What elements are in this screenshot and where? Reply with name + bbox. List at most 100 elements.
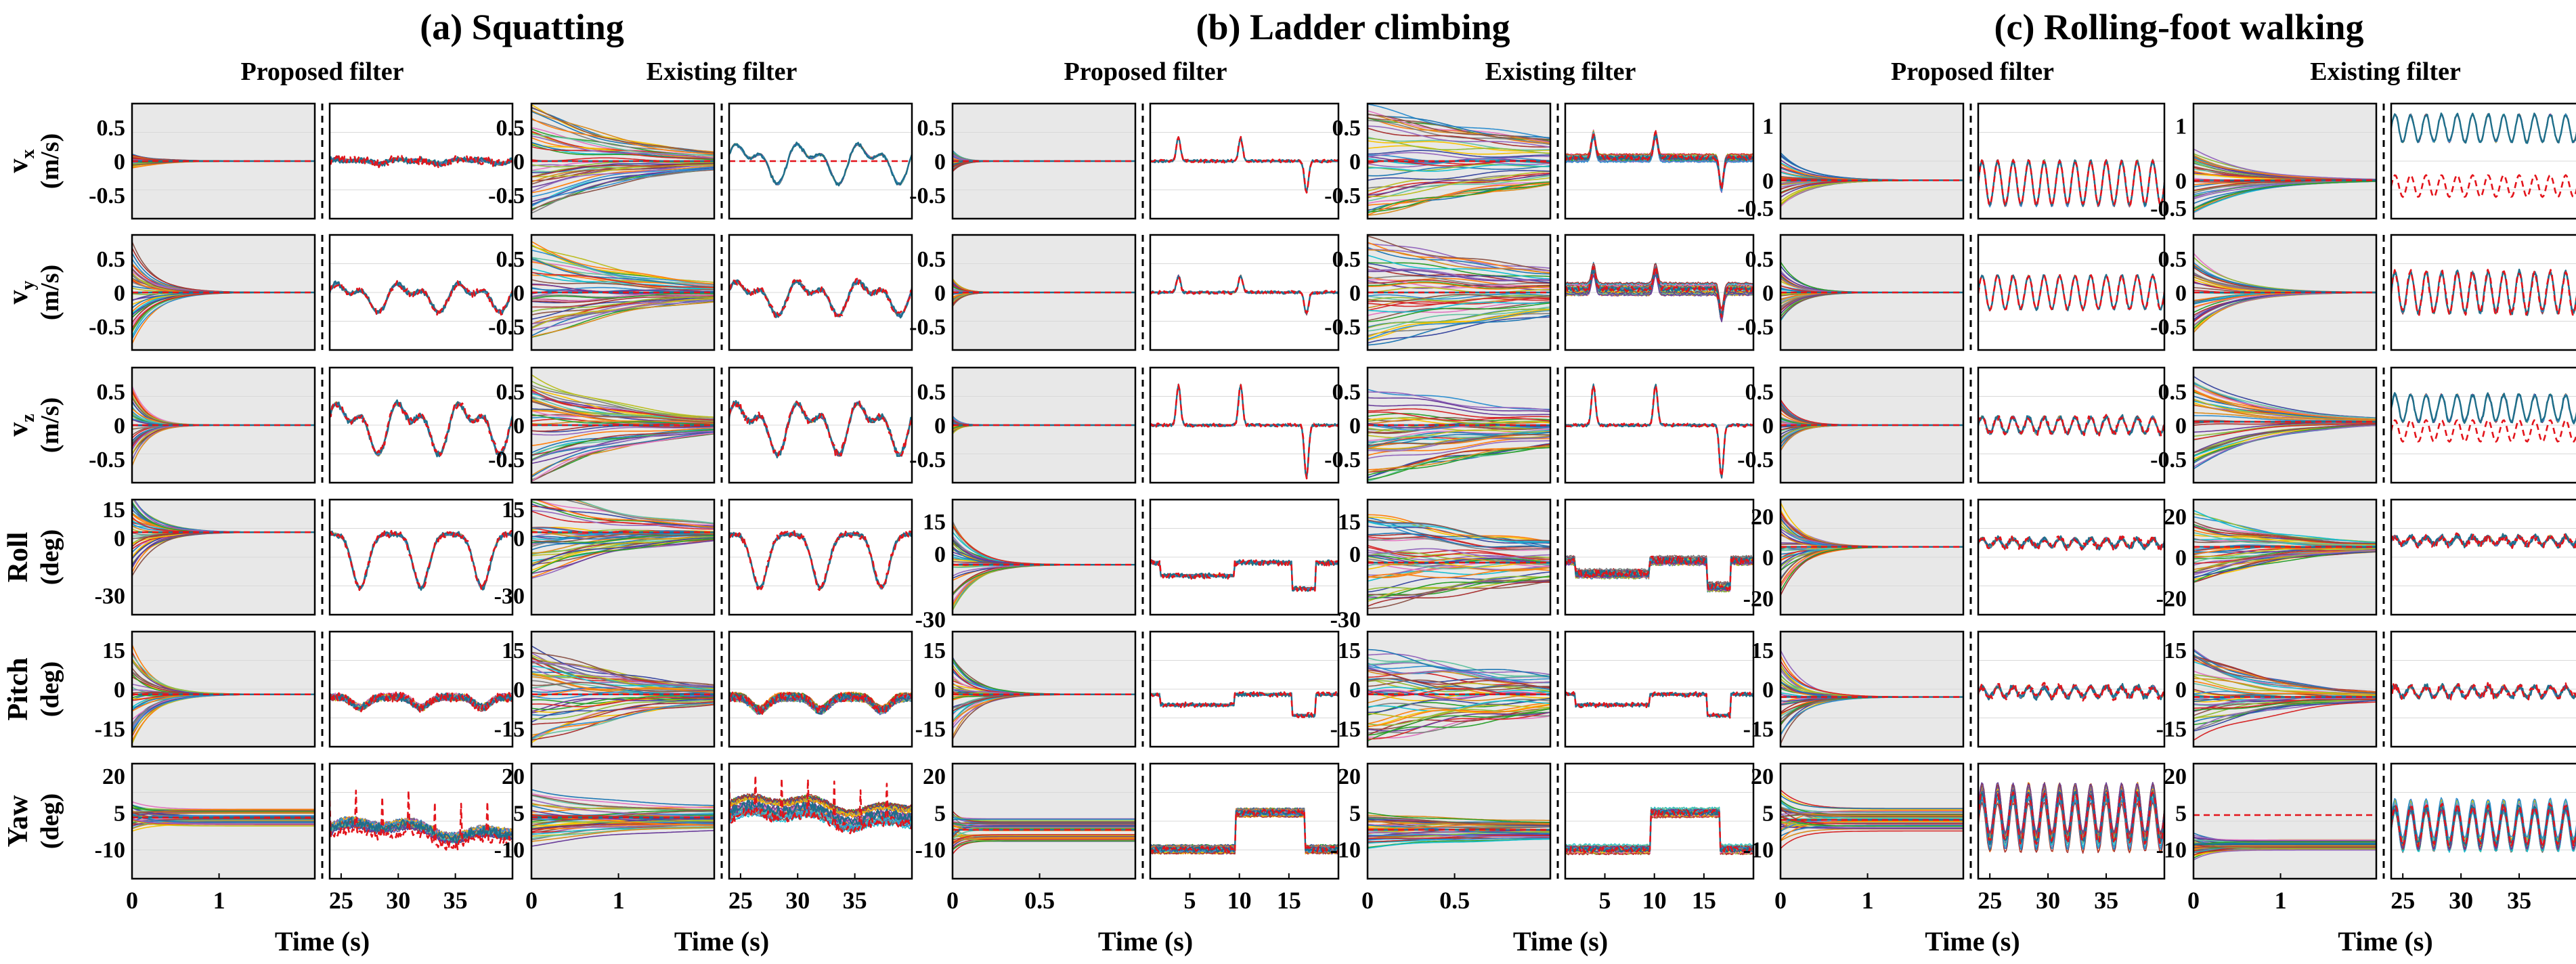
x-tick-label: 10 [1227, 887, 1252, 914]
y-tick-label: -15 [95, 717, 125, 742]
full-panel [2391, 104, 2576, 219]
x-tick-label: 0 [126, 887, 138, 914]
y-tick-label: 5 [114, 801, 125, 826]
y-tick-label: 0.5 [917, 247, 946, 272]
zoom-panel [953, 632, 1135, 747]
x-axis-label: Time (s) [674, 926, 769, 957]
y-tick-label: 15 [102, 638, 125, 663]
full-panel [729, 764, 912, 879]
y-tick-label: 15 [923, 638, 946, 663]
column-title: Proposed filter [1064, 58, 1227, 86]
y-tick-label: 5 [2175, 801, 2187, 826]
zoom-panel [132, 764, 315, 879]
row-label: vx(m/s) [3, 133, 64, 189]
zoom-panel [132, 632, 315, 747]
x-tick-label: 10 [1642, 887, 1667, 914]
y-tick-label: 0 [2175, 281, 2187, 306]
x-axis-label: Time (s) [1513, 926, 1608, 957]
y-tick-label: 0 [934, 542, 946, 567]
x-tick-label: 0 [1774, 887, 1787, 914]
y-tick-label: 0 [114, 678, 125, 703]
y-tick-label: -0.5 [2150, 315, 2187, 340]
zoom-panel [132, 368, 315, 483]
full-panel [1565, 368, 1753, 483]
y-tick-label: 0 [1349, 414, 1361, 439]
zoom-panel [1781, 632, 1963, 747]
ensemble-line [953, 819, 1135, 820]
y-tick-label: -0.5 [1324, 315, 1361, 340]
row-label: Pitch(deg) [3, 657, 64, 720]
y-tick-label: 0 [1349, 678, 1361, 703]
y-tick-label: 20 [1751, 504, 1774, 529]
y-tick-label: -15 [1743, 717, 1774, 742]
full-panel [1150, 500, 1338, 615]
x-tick-label: 30 [2036, 887, 2060, 914]
y-tick-label: 0 [934, 281, 946, 306]
column-title: Existing filter [1485, 58, 1636, 86]
zoom-panel [2193, 500, 2376, 615]
y-tick-label: -30 [915, 607, 946, 632]
y-tick-label: 0 [1762, 281, 1774, 306]
x-tick-label: 1 [613, 887, 625, 914]
zoom-panel [531, 488, 714, 615]
y-tick-label: 0 [1349, 150, 1361, 175]
x-tick-label: 30 [785, 887, 810, 914]
y-tick-label: 0 [934, 414, 946, 439]
x-tick-label: 25 [728, 887, 753, 914]
zoom-panel [132, 235, 315, 350]
y-tick-label: 0.5 [1332, 380, 1361, 405]
y-tick-label: 0 [1349, 281, 1361, 306]
zoom-panel [531, 104, 714, 219]
full-panel [1978, 500, 2164, 615]
y-tick-label: 15 [923, 510, 946, 535]
row-label: vz(m/s) [3, 397, 64, 453]
row-label: vy(m/s) [3, 265, 64, 320]
x-tick-label: 1 [213, 887, 225, 914]
full-panel [330, 632, 512, 747]
x-tick-label: 35 [2507, 887, 2531, 914]
y-tick-label: 0 [1762, 678, 1774, 703]
full-panel [1565, 500, 1753, 615]
full-panel [2391, 368, 2576, 483]
x-tick-label: 35 [843, 887, 867, 914]
zoom-panel [1368, 368, 1550, 483]
y-tick-label: 0.5 [917, 380, 946, 405]
zoom-panel [953, 368, 1135, 483]
y-tick-label: 0.5 [97, 247, 126, 272]
row-label-unit: (deg) [36, 793, 64, 849]
x-tick-label: 15 [1277, 887, 1301, 914]
full-panel [729, 104, 912, 219]
y-tick-label: 20 [1751, 764, 1774, 789]
full-panel [330, 104, 512, 219]
y-tick-label: -0.5 [488, 315, 525, 340]
y-tick-label: 0 [513, 150, 525, 175]
y-tick-label: -10 [2156, 838, 2187, 863]
full-panel [1565, 632, 1753, 747]
y-tick-label: 0 [114, 150, 125, 175]
row-label: Roll(deg) [3, 529, 64, 585]
zoom-panel [953, 500, 1135, 615]
y-tick-label: 0.5 [1745, 247, 1774, 272]
row-label-symbol: Pitch [3, 657, 34, 720]
zoom-panel [2193, 104, 2376, 219]
y-tick-label: 20 [2164, 504, 2187, 529]
full-panel [1150, 368, 1338, 483]
x-axis-label: Time (s) [275, 926, 370, 957]
y-tick-label: 20 [2164, 764, 2187, 789]
y-tick-label: 0 [2175, 414, 2187, 439]
column-title: Existing filter [647, 58, 798, 86]
full-panel [1150, 764, 1338, 879]
y-tick-label: 15 [2164, 638, 2187, 663]
y-tick-label: 0 [1762, 546, 1774, 571]
full-panel [1565, 104, 1753, 219]
y-tick-label: -0.5 [909, 183, 946, 209]
y-tick-label: 5 [513, 801, 525, 826]
y-tick-label: -30 [95, 584, 125, 609]
y-tick-label: -0.5 [2150, 447, 2187, 473]
row-label-symbol: Roll [3, 532, 34, 583]
y-tick-label: -0.5 [1324, 183, 1361, 209]
y-tick-label: -0.5 [909, 315, 946, 340]
y-tick-label: -0.5 [488, 183, 525, 209]
